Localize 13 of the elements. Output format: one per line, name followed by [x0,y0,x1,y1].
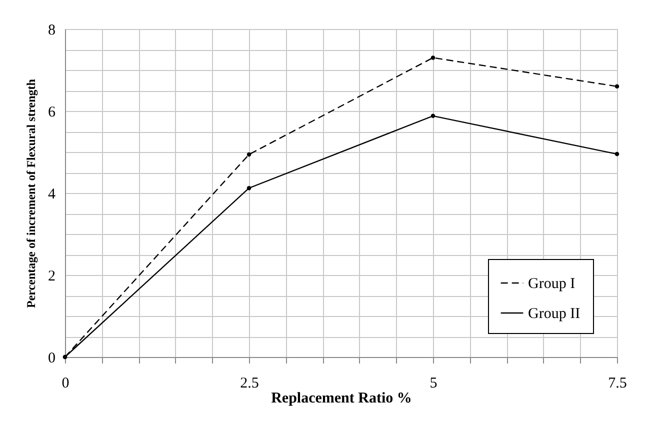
y-tick-label: 2 [48,268,56,284]
x-tick-label: 5 [430,376,438,392]
x-axis-title: Replacement Ratio % [271,390,412,406]
x-tick-label: 2.5 [240,376,259,392]
legend-label: Group I [528,276,576,292]
x-tick-label: 0 [62,376,70,392]
y-axis-title: Percentage of increment of Flexural strength [24,78,38,308]
y-tick-label: 0 [48,350,56,366]
y-tick-label: 6 [48,104,56,120]
y-tick-label: 4 [48,186,56,202]
legend-label: Group II [528,306,580,322]
y-tick-label: 8 [48,22,56,38]
x-tick-label: 7.5 [608,376,627,392]
